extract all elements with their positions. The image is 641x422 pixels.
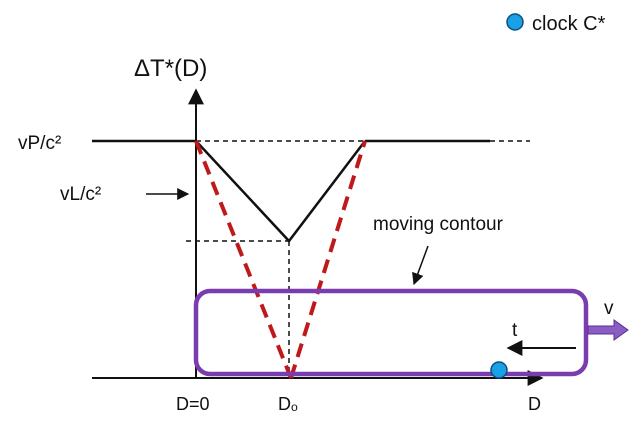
moving-contour-label: moving contour	[373, 214, 504, 235]
red-dashed-left	[194, 140, 293, 379]
x-axis-label: D	[528, 394, 541, 414]
d-zero-label: D=0	[176, 394, 210, 414]
y-axis-label: ΔT*(D)	[134, 55, 207, 82]
velocity-arrow	[587, 319, 629, 341]
velocity-label: v	[604, 298, 614, 319]
legend-label: clock C*	[532, 13, 606, 35]
moving-contour	[193, 288, 589, 377]
red-dashed-right	[289, 140, 367, 379]
vp-level-label: vP/c²	[18, 133, 61, 154]
clock-marker	[490, 361, 508, 379]
d-naught-label: Dₒ	[278, 394, 298, 414]
contour-pointer-arrow	[412, 245, 429, 286]
time-label: t	[512, 320, 518, 341]
clock-marker-legend	[506, 13, 524, 31]
vl-label: vL/c²	[60, 184, 101, 205]
